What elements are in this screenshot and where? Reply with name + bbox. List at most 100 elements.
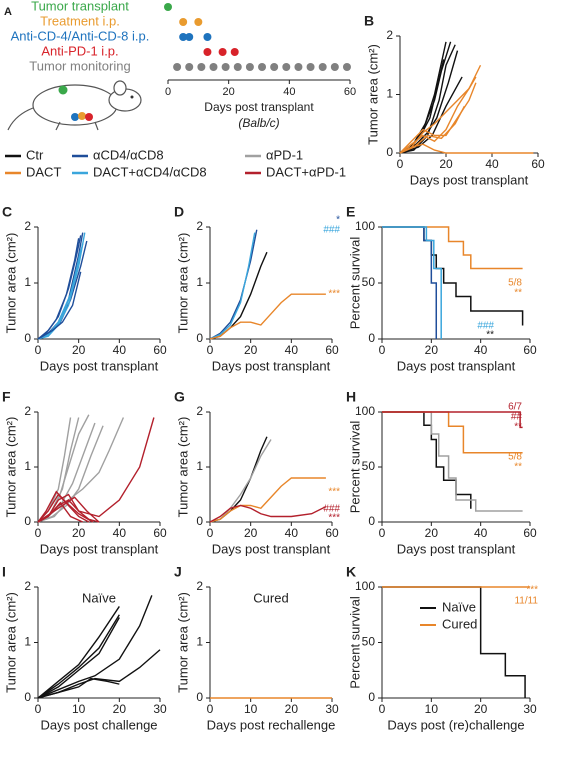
x-axis-label: Days post transplant — [212, 358, 331, 373]
y-axis-label: Tumor area (cm²) — [3, 417, 18, 518]
annotation: ### — [323, 225, 340, 236]
schedule-dot — [203, 48, 212, 56]
x-axis-label: Days post transplant — [410, 172, 529, 187]
y-tick-label: 0 — [24, 331, 31, 345]
panel: H 0 20 40 60 0 50 100 Days post transplant Percen… — [346, 389, 537, 557]
x-axis-label: Days post transplant — [397, 541, 516, 556]
annotation: ** — [514, 422, 522, 433]
y-tick-label: 2 — [24, 404, 31, 418]
data-line — [399, 76, 477, 154]
panel-letter: G — [174, 389, 185, 405]
legend-label: DACT+αPD-1 — [266, 164, 346, 179]
schedule-dot — [330, 63, 339, 71]
x-tick-label: 40 — [283, 86, 295, 98]
x-tick-label: 60 — [325, 343, 339, 357]
x-tick-label: 40 — [474, 343, 488, 357]
x-tick-label: 0 — [165, 86, 171, 98]
panel-letter: J — [174, 564, 182, 580]
x-tick-label: 60 — [344, 86, 356, 98]
x-tick-label: 40 — [113, 343, 127, 357]
panel-letter: K — [346, 564, 356, 580]
panel: I Naïve 0 10 20 30 0 1 2 Days post challenge Tumor… — [2, 564, 167, 733]
legend-label: Cured — [442, 616, 477, 631]
data-line — [209, 251, 268, 340]
y-tick-label: 1 — [24, 459, 31, 473]
x-tick-label: 0 — [207, 343, 214, 357]
legend-label: αCD4/αCD8 — [93, 147, 164, 162]
data-line — [37, 417, 125, 523]
y-tick-label: 1 — [196, 635, 203, 649]
schedule-dot — [203, 33, 212, 41]
annotation: ### — [477, 321, 494, 332]
x-axis-label: Days post transplant — [40, 358, 159, 373]
x-tick-label: 20 — [244, 343, 258, 357]
x-tick-label: 40 — [485, 157, 499, 171]
y-tick-label: 0 — [196, 331, 203, 345]
y-axis-label: Percent survival — [347, 421, 362, 514]
x-axis-note: (Balb/c) — [238, 116, 279, 130]
x-tick-label: 60 — [325, 526, 339, 540]
data-line — [209, 439, 272, 523]
x-tick-label: 0 — [207, 702, 214, 716]
schedule-dot — [164, 3, 172, 11]
annotation: ** — [514, 288, 522, 299]
x-tick-label: 60 — [153, 526, 167, 540]
panel: C 0 20 40 60 0 1 2 Days post transplant Tumor are… — [2, 204, 167, 374]
panel-letter: A — [4, 6, 12, 18]
x-tick-label: 30 — [325, 702, 339, 716]
x-tick-label: 60 — [523, 343, 537, 357]
data-line — [209, 232, 256, 340]
schedule-dot — [173, 63, 182, 71]
x-tick-label: 40 — [285, 343, 299, 357]
y-axis-label: Tumor area (cm²) — [3, 592, 18, 693]
x-axis-label: Days post challenge — [40, 717, 157, 732]
annotation: *** — [328, 289, 340, 300]
y-tick-label: 50 — [362, 275, 376, 289]
y-axis-label: Percent survival — [347, 237, 362, 330]
schedule-dot — [221, 63, 230, 71]
y-tick-label: 2 — [196, 404, 203, 418]
x-tick-label: 30 — [523, 702, 537, 716]
x-axis-label: Days post (re)challenge — [387, 717, 524, 732]
panel-title: Naïve — [82, 590, 116, 605]
schedule-dot — [194, 18, 203, 26]
panel-letter: B — [364, 13, 374, 29]
data-line — [37, 677, 120, 699]
panel: J Cured 0 10 20 30 0 1 2 Days post rechallenge Tum… — [174, 564, 339, 733]
row-label: Anti-CD-4/Anti-CD-8 i.p. — [11, 28, 150, 43]
x-tick-label: 20 — [425, 526, 439, 540]
legend-label: αPD-1 — [266, 147, 303, 162]
y-tick-label: 50 — [362, 459, 376, 473]
x-tick-label: 60 — [531, 157, 545, 171]
schedule-dot — [230, 48, 239, 56]
legend-label: Ctr — [26, 147, 44, 162]
y-tick-label: 2 — [24, 579, 31, 593]
x-axis-label: Days post transplant — [212, 541, 331, 556]
x-tick-label: 0 — [35, 343, 42, 357]
row-label: Anti-PD-1 i.p. — [41, 43, 118, 58]
y-tick-label: 2 — [386, 28, 393, 42]
panel: G 0 20 40 60 0 1 2 Days post transplant Tumor are… — [174, 389, 340, 557]
data-line — [399, 143, 534, 154]
x-tick-label: 0 — [379, 526, 386, 540]
x-tick-label: 0 — [35, 526, 42, 540]
x-tick-label: 20 — [244, 526, 258, 540]
y-tick-label: 2 — [24, 219, 31, 233]
data-line — [37, 606, 120, 699]
y-tick-label: 1 — [24, 635, 31, 649]
panel: K 0 10 20 30 0 50 100 Days post (re)challenge Per… — [346, 564, 538, 733]
data-line — [37, 614, 120, 699]
annotation: ** — [514, 462, 522, 473]
survival-line — [382, 411, 523, 512]
x-tick-label: 10 — [425, 702, 439, 716]
x-tick-label: 20 — [72, 343, 86, 357]
annotation: ## — [511, 412, 523, 423]
y-axis-label: Tumor area (cm²) — [175, 233, 190, 334]
data-line — [37, 417, 155, 523]
y-axis-label: Tumor area (cm²) — [3, 233, 18, 334]
annotation: 6/7 — [508, 402, 522, 413]
data-line — [399, 44, 456, 154]
y-tick-label: 1 — [196, 459, 203, 473]
survival-line — [382, 226, 438, 339]
schedule-dot — [245, 63, 254, 71]
